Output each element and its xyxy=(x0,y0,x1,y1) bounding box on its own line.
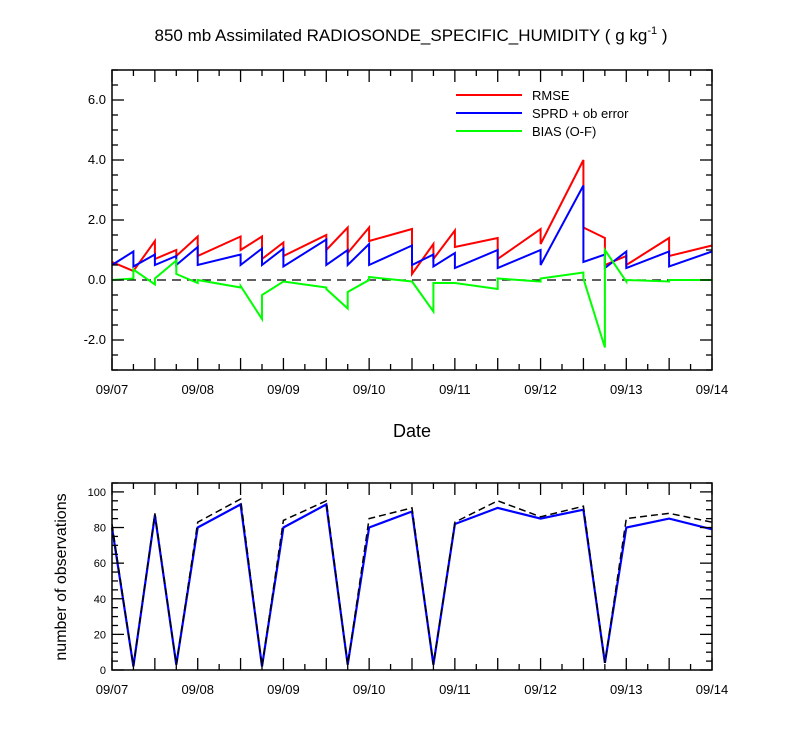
x-tick-label: 09/10 xyxy=(353,682,386,697)
y-axis-label: number of observations xyxy=(53,493,70,660)
x-tick-label: 09/10 xyxy=(353,382,386,397)
legend: RMSE SPRD + ob error BIAS (O-F) xyxy=(456,88,629,139)
y-tick-label: -2.0 xyxy=(84,332,106,347)
y-tick-label: 6.0 xyxy=(88,92,106,107)
x-tick-label: 09/08 xyxy=(181,382,214,397)
top-series-lines xyxy=(111,159,713,348)
bottom-x-ticks: 09/07 09/08 09/09 09/10 09/11 09/12 09/13 09/14 xyxy=(96,483,729,697)
chart-title-superscript: -1 xyxy=(647,25,657,37)
series-line-bias xyxy=(111,246,712,348)
y-tick-label: 0 xyxy=(100,665,106,677)
x-tick-label: 09/14 xyxy=(696,382,729,397)
x-tick-label: 09/09 xyxy=(267,382,300,397)
y-tick-label: 100 xyxy=(88,487,106,499)
chart-title: 850 mb Assimilated RADIOSONDE_SPECIFIC_H… xyxy=(155,25,668,45)
series-line-used xyxy=(110,502,713,667)
x-tick-label: 09/13 xyxy=(610,382,643,397)
x-tick-label: 09/12 xyxy=(524,382,557,397)
y-tick-label: 80 xyxy=(94,523,106,535)
series-line-sprd xyxy=(111,185,713,271)
x-tick-label: 09/11 xyxy=(439,382,471,397)
y-tick-label: 40 xyxy=(94,594,106,606)
legend-label-bias: BIAS (O-F) xyxy=(532,124,596,139)
legend-label-sprd: SPRD + ob error xyxy=(532,106,629,121)
y-tick-label: 0.0 xyxy=(88,272,106,287)
y-tick-label: 2.0 xyxy=(88,212,106,227)
y-tick-label: 60 xyxy=(94,558,106,570)
bottom-y-ticks: 0 20 40 60 80 100 xyxy=(88,482,712,677)
x-tick-label: 09/07 xyxy=(96,682,129,697)
top-x-ticks: 09/07 09/08 09/09 09/10 09/11 09/12 09/13 09/14 xyxy=(96,70,729,397)
x-tick-label: 09/07 xyxy=(96,382,129,397)
x-tick-label: 09/12 xyxy=(524,682,557,697)
y-tick-label: 4.0 xyxy=(88,152,106,167)
bottom-panel: 09/07 09/08 09/09 09/10 09/11 09/12 09/13 09/14… xyxy=(53,482,729,697)
top-y-ticks: -2.0 0.0 2.0 4.0 6.0 xyxy=(84,69,712,371)
x-tick-label: 09/08 xyxy=(181,682,214,697)
y-tick-label: 20 xyxy=(94,629,106,641)
top-panel: 09/07 09/08 09/09 09/10 09/11 09/12 09/13 09/14… xyxy=(84,69,729,441)
x-tick-label: 09/09 xyxy=(267,682,300,697)
legend-label-rmse: RMSE xyxy=(532,88,570,103)
x-tick-label: 09/14 xyxy=(696,682,729,697)
x-axis-label: Date xyxy=(393,421,431,441)
series-line-rmse xyxy=(111,159,713,278)
x-tick-label: 09/13 xyxy=(610,682,643,697)
x-tick-label: 09/11 xyxy=(439,682,471,697)
bottom-series-lines xyxy=(110,497,713,667)
series-line-total xyxy=(111,497,713,667)
